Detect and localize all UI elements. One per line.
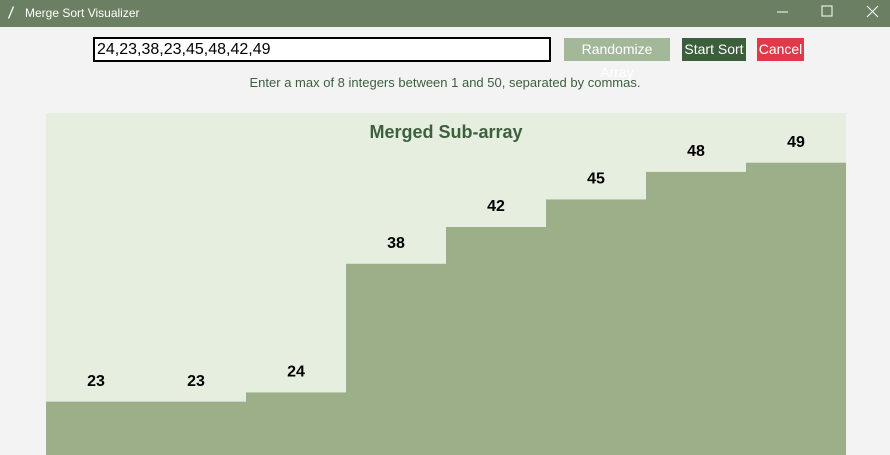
start-button[interactable]: Start Sort <box>682 38 746 61</box>
value-label: 23 <box>187 373 205 390</box>
maximize[interactable] <box>821 5 833 17</box>
value-label: 38 <box>387 235 405 252</box>
bar <box>246 392 346 455</box>
bar <box>46 401 146 455</box>
app-icon <box>8 6 14 19</box>
window-controls <box>8 5 879 19</box>
array-input[interactable]: 24,23,38,23,45,48,42,49 <box>93 37 551 62</box>
chart-title: Merged Sub-array <box>369 122 522 142</box>
title-bar: Merge Sort Visualizer <box>0 0 890 27</box>
bar <box>446 227 546 455</box>
bar <box>146 401 246 455</box>
value-label: 49 <box>787 134 805 151</box>
value-label: 23 <box>87 373 105 390</box>
bar <box>646 171 746 455</box>
bar <box>546 199 646 455</box>
value-label: 42 <box>487 198 505 215</box>
chart: Merged Sub-array 23 23 24 38 42 45 48 49 <box>46 113 846 455</box>
value-label: 24 <box>287 364 305 381</box>
close[interactable] <box>866 5 879 18</box>
bar <box>346 263 446 455</box>
value-label: 48 <box>687 143 705 160</box>
value-label: 45 <box>587 171 605 188</box>
bar <box>746 162 846 455</box>
randomize-button[interactable]: Randomize Array <box>564 38 670 80</box>
cancel-button[interactable]: Cancel <box>757 38 804 61</box>
hint: Enter a max of 8 integers between 1 and … <box>249 75 641 90</box>
window-title: Merge Sort Visualizer <box>25 6 140 20</box>
